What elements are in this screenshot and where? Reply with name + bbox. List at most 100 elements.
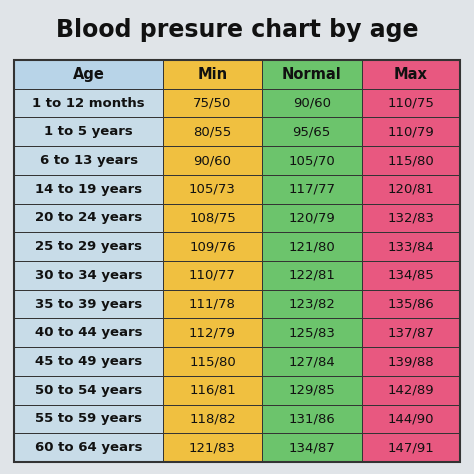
Text: 55 to 59 years: 55 to 59 years: [35, 412, 142, 426]
Text: 135/86: 135/86: [388, 298, 434, 310]
Text: 131/86: 131/86: [288, 412, 335, 426]
Text: 137/87: 137/87: [388, 326, 434, 339]
Text: 109/76: 109/76: [189, 240, 236, 253]
Text: 75/50: 75/50: [193, 97, 232, 109]
Text: 50 to 54 years: 50 to 54 years: [35, 384, 142, 397]
Text: 132/83: 132/83: [388, 211, 434, 224]
Bar: [14, 175, 164, 203]
Bar: [14, 376, 164, 405]
Bar: [362, 60, 460, 89]
Bar: [164, 146, 262, 175]
Bar: [362, 319, 460, 347]
Bar: [14, 261, 164, 290]
Bar: [262, 118, 362, 146]
Text: 142/89: 142/89: [388, 384, 434, 397]
Bar: [362, 175, 460, 203]
Text: 6 to 13 years: 6 to 13 years: [40, 154, 138, 167]
Bar: [164, 118, 262, 146]
Bar: [164, 261, 262, 290]
Bar: [164, 175, 262, 203]
Text: Age: Age: [73, 67, 105, 82]
Text: 105/70: 105/70: [288, 154, 335, 167]
Text: 1 to 12 months: 1 to 12 months: [32, 97, 145, 109]
Text: 108/75: 108/75: [189, 211, 236, 224]
Text: 35 to 39 years: 35 to 39 years: [35, 298, 142, 310]
Bar: [14, 405, 164, 433]
Bar: [164, 232, 262, 261]
Bar: [362, 261, 460, 290]
Bar: [362, 433, 460, 462]
Text: Normal: Normal: [282, 67, 342, 82]
Bar: [362, 146, 460, 175]
Bar: [362, 232, 460, 261]
Bar: [14, 319, 164, 347]
Bar: [362, 203, 460, 232]
Text: 134/85: 134/85: [388, 269, 434, 282]
Text: 110/77: 110/77: [189, 269, 236, 282]
Text: 111/78: 111/78: [189, 298, 236, 310]
Text: 110/75: 110/75: [388, 97, 434, 109]
Bar: [262, 232, 362, 261]
Text: 1 to 5 years: 1 to 5 years: [45, 125, 133, 138]
Bar: [362, 405, 460, 433]
Text: 112/79: 112/79: [189, 326, 236, 339]
Bar: [14, 89, 164, 118]
Bar: [262, 290, 362, 319]
Text: 90/60: 90/60: [293, 97, 331, 109]
Bar: [164, 347, 262, 376]
Text: 125/83: 125/83: [288, 326, 335, 339]
Text: 123/82: 123/82: [288, 298, 335, 310]
Text: 25 to 29 years: 25 to 29 years: [35, 240, 142, 253]
Text: 60 to 64 years: 60 to 64 years: [35, 441, 143, 454]
Bar: [14, 118, 164, 146]
Bar: [262, 203, 362, 232]
Text: 117/77: 117/77: [288, 182, 335, 196]
Bar: [164, 290, 262, 319]
Bar: [164, 203, 262, 232]
Text: 120/79: 120/79: [288, 211, 335, 224]
Bar: [14, 60, 164, 89]
Bar: [164, 405, 262, 433]
Text: Blood presure chart by age: Blood presure chart by age: [56, 18, 418, 42]
Bar: [362, 376, 460, 405]
Bar: [262, 405, 362, 433]
Text: 144/90: 144/90: [388, 412, 434, 426]
Text: 80/55: 80/55: [193, 125, 232, 138]
Bar: [262, 376, 362, 405]
Bar: [14, 203, 164, 232]
Text: 14 to 19 years: 14 to 19 years: [35, 182, 142, 196]
Text: 129/85: 129/85: [288, 384, 335, 397]
Bar: [362, 347, 460, 376]
Text: 45 to 49 years: 45 to 49 years: [35, 355, 142, 368]
Text: 122/81: 122/81: [288, 269, 335, 282]
Bar: [14, 60, 460, 462]
Bar: [262, 347, 362, 376]
Bar: [262, 319, 362, 347]
Bar: [362, 89, 460, 118]
Bar: [262, 60, 362, 89]
Bar: [262, 89, 362, 118]
Bar: [164, 60, 262, 89]
Bar: [262, 146, 362, 175]
Bar: [164, 89, 262, 118]
Bar: [14, 433, 164, 462]
Text: 120/81: 120/81: [388, 182, 434, 196]
Text: 118/82: 118/82: [189, 412, 236, 426]
Bar: [164, 319, 262, 347]
Bar: [14, 347, 164, 376]
Text: 40 to 44 years: 40 to 44 years: [35, 326, 143, 339]
Bar: [14, 290, 164, 319]
Text: 116/81: 116/81: [189, 384, 236, 397]
Text: 121/83: 121/83: [189, 441, 236, 454]
Bar: [14, 146, 164, 175]
Bar: [362, 118, 460, 146]
Bar: [262, 433, 362, 462]
Text: Max: Max: [394, 67, 428, 82]
Text: 127/84: 127/84: [288, 355, 335, 368]
Text: 20 to 24 years: 20 to 24 years: [35, 211, 142, 224]
Text: 30 to 34 years: 30 to 34 years: [35, 269, 143, 282]
Bar: [164, 376, 262, 405]
Text: 139/88: 139/88: [388, 355, 434, 368]
Text: 134/87: 134/87: [288, 441, 335, 454]
Bar: [164, 433, 262, 462]
